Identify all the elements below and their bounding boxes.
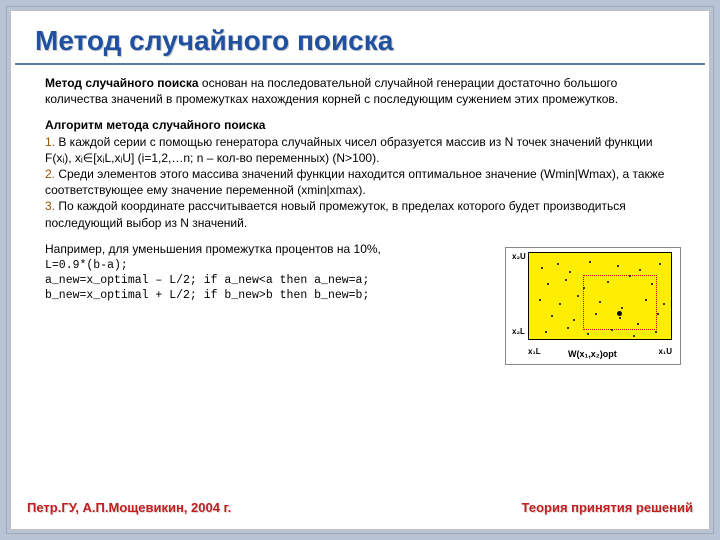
diagram-point <box>629 275 631 277</box>
algo-item-text: По каждой координате рассчитывается новы… <box>45 199 626 229</box>
algo-item: 1. В каждой серии с помощью генератора с… <box>45 134 675 166</box>
diagram-point <box>567 327 569 329</box>
slide: Метод случайного поиска Метод случайного… <box>10 10 710 530</box>
diagram-point <box>655 331 657 333</box>
intro-lead: Метод случайного поиска <box>45 76 199 90</box>
diagram-point <box>663 303 665 305</box>
diagram-point <box>559 303 561 305</box>
algo-item-number: 3. <box>45 199 58 213</box>
algo-item-text: В каждой серии с помощью генератора случ… <box>45 135 653 165</box>
algo-item: 2. Среди элементов этого массива значени… <box>45 166 675 198</box>
axis-x-left: x₁L <box>528 347 541 358</box>
diagram-point <box>577 295 579 297</box>
diagram-point <box>583 287 585 289</box>
diagram-point <box>587 333 589 335</box>
diagram-point <box>565 279 567 281</box>
diagram-point <box>639 269 641 271</box>
diagram-point <box>541 267 543 269</box>
diagram-point <box>557 263 559 265</box>
diagram-point <box>551 315 553 317</box>
diagram-point <box>637 323 639 325</box>
diagram-point <box>619 317 621 319</box>
diagram-point <box>547 283 549 285</box>
diagram-opt-point <box>617 311 622 316</box>
diagram-point <box>569 271 571 273</box>
algo-item-number: 1. <box>45 135 58 149</box>
algo-heading: Алгоритм метода случайного поиска <box>45 117 675 133</box>
diagram-selection-rect <box>583 275 657 330</box>
algo-item-text: Среди элементов этого массива значений ф… <box>45 167 664 197</box>
diagram-plot <box>528 252 672 340</box>
diagram-point <box>633 335 635 337</box>
diagram-point <box>651 283 653 285</box>
axis-x-right: x₁U <box>658 347 672 358</box>
algorithm-block: Алгоритм метода случайного поиска 1. В к… <box>45 117 675 230</box>
diagram-point <box>607 281 609 283</box>
footer-left: Петр.ГУ, А.П.Мощевикин, 2004 г. <box>27 500 231 515</box>
diagram: x₂U x₂L x₁L x₁U W(x₁,x₂)opt <box>505 247 681 365</box>
diagram-point <box>589 261 591 263</box>
diagram-point <box>539 299 541 301</box>
slide-title: Метод случайного поиска <box>15 11 705 65</box>
axis-y-upper: x₂U <box>512 252 526 263</box>
diagram-w-label: W(x₁,x₂)opt <box>568 348 617 360</box>
diagram-point <box>599 301 601 303</box>
diagram-point <box>595 313 597 315</box>
intro-paragraph: Метод случайного поиска основан на после… <box>45 75 675 107</box>
diagram-point <box>645 299 647 301</box>
content-area: Метод случайного поиска основан на после… <box>11 65 709 304</box>
diagram-point <box>621 307 623 309</box>
diagram-point <box>545 331 547 333</box>
diagram-point <box>611 329 613 331</box>
diagram-point <box>657 313 659 315</box>
footer-right: Теория принятия решений <box>522 500 693 515</box>
example-block: Например, для уменьшения промежутка проц… <box>45 241 675 304</box>
diagram-point <box>617 265 619 267</box>
diagram-point <box>659 263 661 265</box>
axis-y-lower: x₂L <box>512 327 526 338</box>
algo-item-number: 2. <box>45 167 58 181</box>
diagram-point <box>573 319 575 321</box>
algo-item: 3. По каждой координате рассчитывается н… <box>45 198 675 230</box>
